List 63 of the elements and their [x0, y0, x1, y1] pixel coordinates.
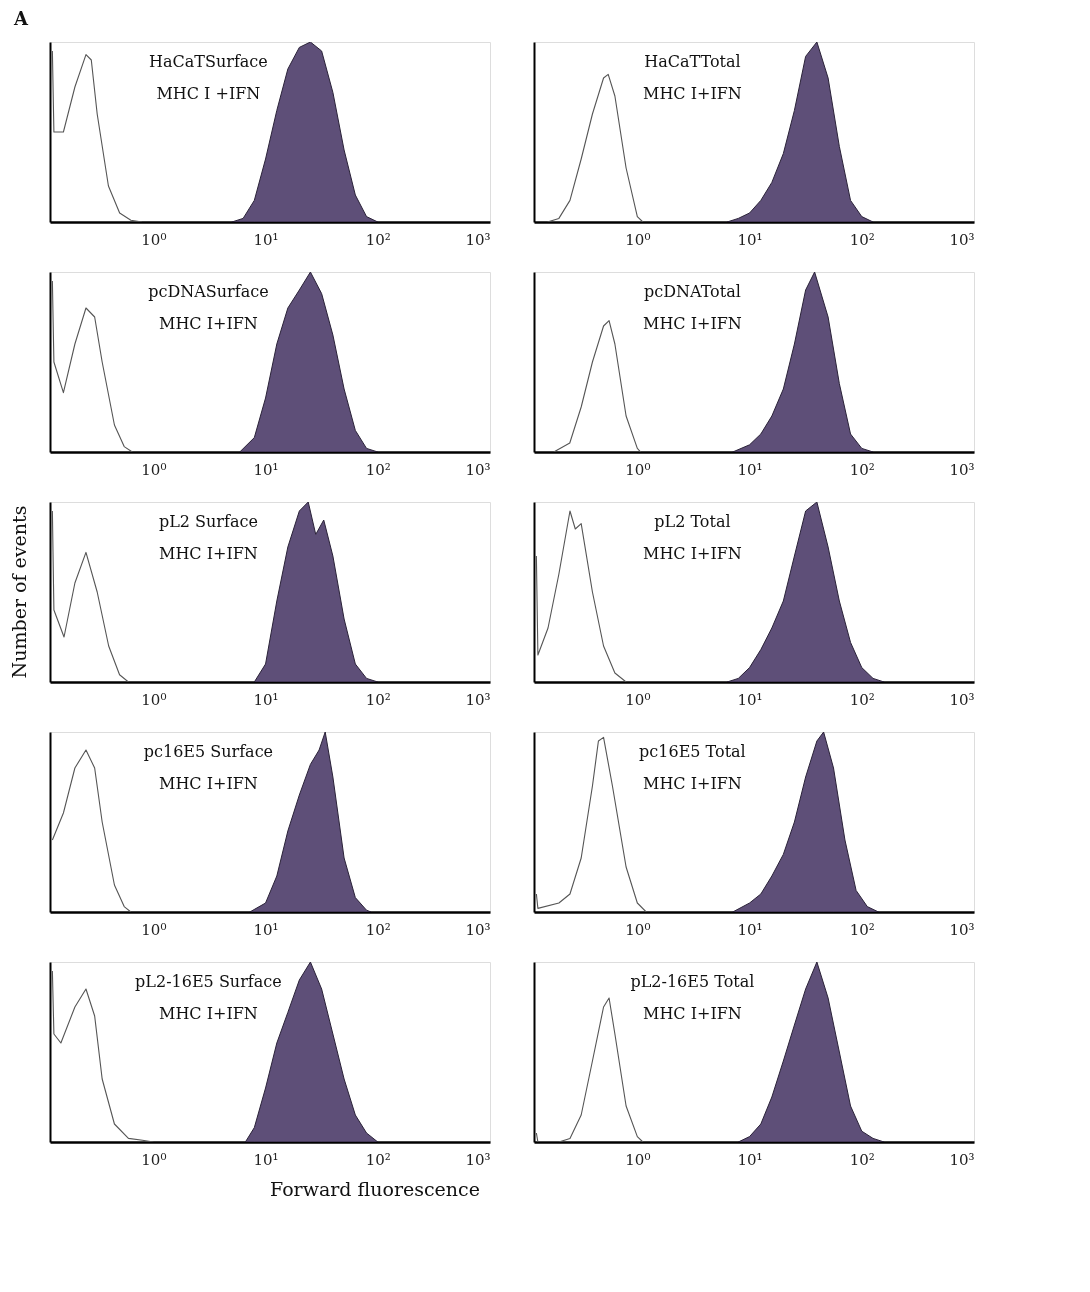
x-tick-label: 10¹	[737, 920, 763, 939]
x-tick-label: 10³	[465, 230, 491, 249]
text: pc16E5 Surface	[143, 742, 274, 761]
x-tick-label: 10³	[465, 920, 491, 939]
x-tick-label: 10⁰	[625, 920, 651, 939]
x-tick-label: 10²	[365, 230, 391, 249]
x-tick-label: 10⁰	[625, 460, 651, 479]
x-tick-label: 10²	[849, 230, 875, 249]
x-tick-label: 10³	[949, 230, 975, 249]
text: HaCaTTotal	[644, 52, 741, 71]
text: pcDNASurface	[148, 282, 269, 301]
text: MHC I+IFN	[158, 314, 258, 333]
x-tick-label: 10²	[849, 1150, 875, 1169]
x-tick-label: 10²	[365, 1150, 391, 1169]
text: MHC I+IFN	[642, 84, 742, 103]
x-tick-label: 10³	[465, 1150, 491, 1169]
text: MHC I+IFN	[642, 314, 742, 333]
x-tick-label: 10⁰	[141, 1150, 167, 1169]
y-axis-title: Number of events	[8, 505, 30, 679]
x-tick-label: 10¹	[737, 230, 763, 249]
text: pL2-16E5 Total	[630, 972, 755, 991]
x-tick-label: 10⁰	[141, 920, 167, 939]
text: MHC I+IFN	[158, 1004, 258, 1023]
text: HaCaTSurface	[149, 52, 268, 71]
text: MHC I+IFN	[158, 774, 258, 793]
text: MHC I +IFN	[156, 84, 261, 103]
text: MHC I+IFN	[642, 544, 742, 563]
x-tick-label: 10³	[949, 1150, 975, 1169]
x-tick-label: 10³	[949, 690, 975, 709]
x-tick-label: 10³	[465, 690, 491, 709]
text: pL2-16E5 Surface	[135, 972, 282, 991]
x-tick-label: 10¹	[253, 230, 279, 249]
text: pL2 Total	[654, 512, 731, 531]
x-tick-label: 10¹	[253, 1150, 279, 1169]
text: MHC I+IFN	[158, 544, 258, 563]
text: pL2 Surface	[158, 512, 258, 531]
x-tick-label: 10¹	[253, 460, 279, 479]
text: A	[13, 8, 29, 29]
x-tick-label: 10²	[849, 690, 875, 709]
x-tick-label: 10³	[949, 460, 975, 479]
x-tick-label: 10⁰	[625, 230, 651, 249]
x-tick-label: 10¹	[253, 920, 279, 939]
x-tick-label: 10²	[365, 460, 391, 479]
x-tick-label: 10²	[365, 690, 391, 709]
x-tick-label: 10⁰	[625, 690, 651, 709]
x-tick-label: 10¹	[737, 1150, 763, 1169]
x-tick-label: 10⁰	[625, 1150, 651, 1169]
x-tick-label: 10¹	[737, 460, 763, 479]
x-tick-label: 10⁰	[141, 230, 167, 249]
x-tick-label: 10³	[465, 460, 491, 479]
text: MHC I+IFN	[642, 1004, 742, 1023]
x-tick-label: 10²	[849, 920, 875, 939]
text: MHC I+IFN	[642, 774, 742, 793]
x-tick-label: 10¹	[253, 690, 279, 709]
x-axis-title: Forward fluorescence	[270, 1178, 480, 1200]
x-tick-label: 10⁰	[141, 690, 167, 709]
x-tick-label: 10¹	[737, 690, 763, 709]
x-tick-label: 10²	[849, 460, 875, 479]
x-tick-label: 10⁰	[141, 460, 167, 479]
text: pc16E5 Total	[639, 742, 746, 761]
x-tick-label: 10²	[365, 920, 391, 939]
text: pcDNATotal	[643, 282, 741, 301]
x-tick-label: 10³	[949, 920, 975, 939]
